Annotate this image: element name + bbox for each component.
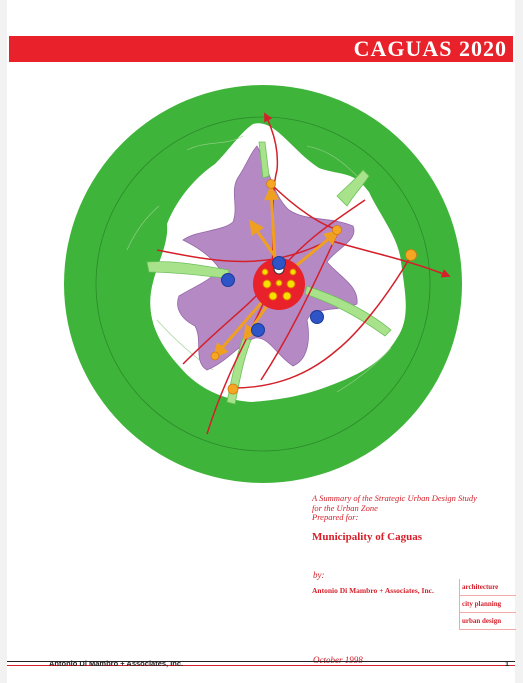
- summary-line: A Summary of the Strategic Urban Design …: [312, 493, 477, 503]
- title-banner: CAGUAS 2020: [9, 36, 513, 62]
- summary-line: for the Urban Zone: [312, 502, 378, 513]
- secondary-centers: [221, 256, 324, 337]
- junction-nodes: [210, 179, 417, 395]
- strategic-plan-diagram: [64, 85, 462, 483]
- study-summary: A Summary of the Strategic Urban Design …: [312, 493, 512, 523]
- client-name: Municipality of Caguas: [312, 531, 423, 543]
- services-list: architecture city planning urban design: [459, 579, 516, 630]
- publication-date: October 1998: [313, 655, 363, 665]
- urban-boundary-circle: [95, 116, 431, 452]
- node-icon: [251, 323, 265, 337]
- node-icon: [310, 310, 324, 324]
- footer-firm: Antonio Di Mambro + Associates, Inc.: [49, 659, 184, 668]
- firm-name: Antonio Di Mambro + Associates, Inc.: [312, 586, 434, 595]
- service-item: city planning: [460, 596, 516, 613]
- node-icon: [272, 256, 286, 270]
- footer-rule: [7, 661, 515, 662]
- service-item: urban design: [460, 613, 516, 630]
- document-page: CAGUAS 2020: [7, 0, 516, 683]
- node-icon: [221, 273, 235, 287]
- document-title: CAGUAS 2020: [353, 36, 507, 61]
- service-item: architecture: [460, 579, 516, 596]
- page-number: 1: [504, 659, 509, 668]
- urban-zone: [177, 145, 358, 371]
- by-label: by:: [313, 570, 325, 580]
- footer-red-rule: [7, 665, 515, 666]
- urban-core-icon: [253, 258, 305, 310]
- summary-line: Prepared for:: [312, 512, 359, 522]
